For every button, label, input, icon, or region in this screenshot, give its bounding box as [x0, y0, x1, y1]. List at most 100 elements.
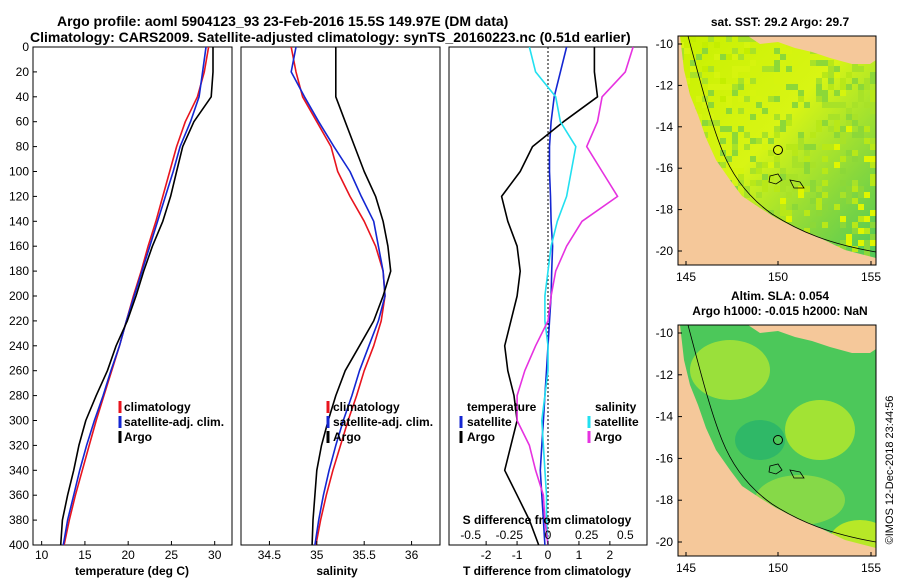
sst-pixel: [846, 186, 852, 192]
sst-pixel: [708, 66, 714, 72]
depth-tick-label: 120: [9, 189, 29, 203]
sst-pixel: [840, 246, 846, 252]
sst-pixel: [786, 144, 792, 150]
sst-pixel: [786, 216, 792, 222]
sst-pixel: [870, 180, 876, 186]
legend-argo-label: Argo: [333, 430, 361, 444]
sst-pixel: [774, 66, 780, 72]
sst-pixel: [846, 150, 852, 156]
sst-pixel: [840, 132, 846, 138]
sst-map-panel: sat. SST: 29.2 Argo: 29.7 -10-12-14-16-1…: [656, 15, 882, 284]
sst-pixel: [804, 144, 810, 150]
sst-argo-marker: [773, 145, 783, 155]
sst-pixel: [750, 168, 756, 174]
sst-pixel: [720, 54, 726, 60]
sst-pixel: [822, 180, 828, 186]
sst-pixel: [816, 84, 822, 90]
temperature-xlabel: temperature (deg C): [75, 564, 189, 578]
sst-pixel: [792, 84, 798, 90]
sst-pixel: [786, 120, 792, 126]
sst-pixel: [726, 36, 732, 42]
sst-pixel: [780, 120, 786, 126]
sst-pixel: [804, 210, 810, 216]
sst-pixel: [780, 174, 786, 180]
sst-pixel: [852, 156, 858, 162]
sst-pixel: [840, 192, 846, 198]
sst-pixel: [774, 132, 780, 138]
sst-pixel: [852, 180, 858, 186]
sst-pixel: [774, 186, 780, 192]
sst-pixel: [798, 162, 804, 168]
sst-pixel: [696, 54, 702, 60]
sst-pixel: [732, 84, 738, 90]
sla-map-panel: Altim. SLA: 0.054 Argo h1000: -0.015 h20…: [656, 289, 882, 575]
sla-map-title-1: Altim. SLA: 0.054: [731, 289, 829, 303]
sst-pixel: [744, 36, 750, 42]
sst-pixel: [738, 126, 744, 132]
lat-tick-label: -12: [656, 368, 674, 382]
sst-pixel: [756, 192, 762, 198]
sst-pixel: [732, 132, 738, 138]
sst-pixel: [810, 186, 816, 192]
temperature-plot-frame: [32, 46, 233, 546]
sst-pixel: [690, 60, 696, 66]
sst-pixel: [756, 168, 762, 174]
sst-pixel: [870, 72, 876, 78]
temperature-panel: 0 20 40 60 80 100 120 140 160 180 200 220 240 260 280 3…: [9, 40, 233, 578]
sst-pixel: [816, 60, 822, 66]
sst-pixel: [744, 144, 750, 150]
sst-pixel: [708, 84, 714, 90]
depth-tick-label: 20: [16, 65, 30, 79]
sst-pixel: [858, 96, 864, 102]
sst-pixel: [720, 78, 726, 84]
sst-pixel: [702, 120, 708, 126]
sla-high-1: [690, 340, 770, 400]
depth-tick-label: 80: [16, 140, 30, 154]
depth-tick-label: 300: [9, 414, 29, 428]
sst-pixel: [834, 120, 840, 126]
sst-pixel: [756, 114, 762, 120]
sst-pixel: [774, 48, 780, 54]
sst-pixel: [738, 120, 744, 126]
sst-pixel: [714, 120, 720, 126]
sst-pixel: [750, 138, 756, 144]
sst-pixel: [762, 180, 768, 186]
t-difference-xlabel: T difference from climatology: [463, 564, 631, 578]
sst-pixel: [840, 240, 846, 246]
sst-pixel: [846, 72, 852, 78]
sst-pixel: [852, 198, 858, 204]
sst-pixel: [840, 216, 846, 222]
salinity-legend: climatology satellite-adj. clim. Argo: [326, 400, 433, 444]
sst-pixel: [744, 66, 750, 72]
sst-pixel: [786, 210, 792, 216]
sst-pixel: [750, 180, 756, 186]
sst-pixel: [708, 36, 714, 42]
sst-pixel: [864, 126, 870, 132]
sst-pixel: [828, 84, 834, 90]
sst-pixel: [798, 132, 804, 138]
lat-tick-label: -20: [656, 535, 674, 549]
sst-pixel: [870, 234, 876, 240]
sst-pixel: [714, 72, 720, 78]
sst-pixel: [870, 96, 876, 102]
sst-pixel: [840, 156, 846, 162]
sst-pixel: [840, 102, 846, 108]
sst-pixel: [846, 84, 852, 90]
sst-pixel: [774, 114, 780, 120]
lon-tick-label: 155: [861, 561, 881, 575]
imos-stamp: ©IMOS 12-Dec-2018 23:44:56: [884, 396, 896, 545]
salinity-x-axis: 34.5 35 35.5 36: [258, 541, 419, 562]
legend-s-argo-label: Argo: [594, 430, 622, 444]
temperature-tick-label: 30: [208, 548, 222, 562]
sst-pixel: [822, 96, 828, 102]
depth-tick-label: 160: [9, 239, 29, 253]
sst-pixel: [816, 120, 822, 126]
sst-pixel: [738, 78, 744, 84]
sst-pixel: [864, 228, 870, 234]
lat-tick-label: -16: [656, 451, 674, 465]
sst-pixel: [798, 96, 804, 102]
sst-pixel: [768, 150, 774, 156]
sla-bathymetry: [687, 325, 876, 543]
sst-pixel: [732, 48, 738, 54]
sst-pixel: [870, 138, 876, 144]
